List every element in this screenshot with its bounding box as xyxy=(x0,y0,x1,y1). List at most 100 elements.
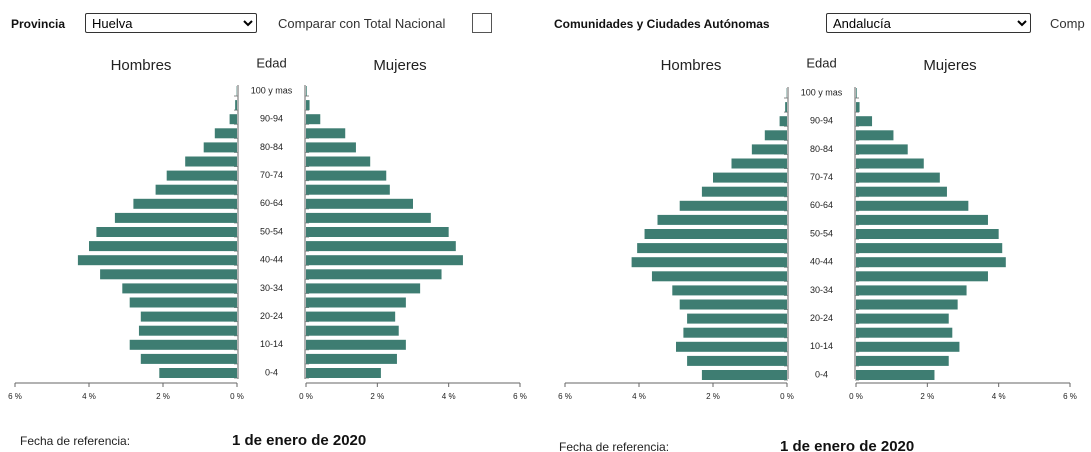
bar xyxy=(856,200,969,211)
age-label: 70-74 xyxy=(260,170,283,180)
bar xyxy=(856,144,908,155)
bar xyxy=(306,170,387,181)
age-label: 40-44 xyxy=(810,257,833,267)
compare-label: Comp xyxy=(1050,16,1085,31)
bar xyxy=(89,241,237,252)
bar xyxy=(856,370,935,380)
age-label: 90-94 xyxy=(810,116,833,126)
bar xyxy=(129,339,237,350)
age-label: 50-54 xyxy=(260,226,283,236)
bar xyxy=(235,100,237,111)
bar xyxy=(306,241,456,252)
age-label: 60-64 xyxy=(810,200,833,210)
bar xyxy=(676,341,787,352)
age-label: 90-94 xyxy=(260,114,283,124)
ref-label: Fecha de referencia: xyxy=(20,434,131,448)
bar xyxy=(129,297,237,308)
bar xyxy=(856,243,1003,254)
age-label: 60-64 xyxy=(260,198,283,208)
bar xyxy=(856,130,894,141)
age-label: 50-54 xyxy=(810,228,833,238)
age-label: 100 y mas xyxy=(251,85,293,95)
series-heading: Hombres xyxy=(111,57,172,74)
bar xyxy=(683,327,787,338)
bar xyxy=(155,184,237,195)
bar xyxy=(306,142,356,153)
age-label: 10-14 xyxy=(810,341,833,351)
bar xyxy=(306,283,421,294)
x-tick-label: 0 % xyxy=(780,392,794,401)
age-label: 20-24 xyxy=(260,311,283,321)
bar xyxy=(856,299,958,310)
bar xyxy=(657,214,787,225)
bar xyxy=(701,186,787,197)
x-tick-label: 2 % xyxy=(370,392,384,401)
series-heading: Mujeres xyxy=(923,57,976,74)
bar xyxy=(306,156,371,167)
x-tick-label: 4 % xyxy=(992,392,1006,401)
bar xyxy=(644,229,787,239)
bar xyxy=(856,271,988,282)
bar xyxy=(856,229,999,239)
bar xyxy=(96,227,238,237)
bar xyxy=(856,313,949,324)
bar xyxy=(140,311,237,322)
bar xyxy=(785,102,787,113)
bar xyxy=(856,186,947,197)
bar xyxy=(306,255,463,266)
bar xyxy=(672,285,787,296)
x-tick-label: 2 % xyxy=(920,392,934,401)
bar xyxy=(77,255,238,266)
region-label: Comunidades y Ciudades Autónomas xyxy=(554,17,770,31)
bar xyxy=(306,184,390,195)
series-heading: Mujeres xyxy=(373,57,426,74)
bar xyxy=(133,198,237,209)
axis-title: Edad xyxy=(256,55,286,70)
age-label: 100 y mas xyxy=(801,87,843,97)
bar xyxy=(214,128,237,139)
bar xyxy=(306,339,406,350)
bar xyxy=(306,311,396,322)
bar xyxy=(306,128,346,139)
bar xyxy=(138,325,237,336)
bar xyxy=(159,368,237,378)
ref-label: Fecha de referencia: xyxy=(559,440,670,452)
bar xyxy=(185,156,237,167)
bar xyxy=(687,355,787,366)
bar xyxy=(306,212,431,223)
bar xyxy=(114,212,237,223)
bar xyxy=(122,283,237,294)
age-label: 0-4 xyxy=(265,367,278,377)
age-label: 20-24 xyxy=(810,313,833,323)
bar xyxy=(306,368,381,378)
bar xyxy=(856,116,873,127)
bar xyxy=(229,114,237,125)
compare-checkbox[interactable] xyxy=(472,13,492,33)
bar xyxy=(306,325,399,336)
province-select[interactable]: Huelva xyxy=(85,13,257,33)
x-tick-label: 4 % xyxy=(82,392,96,401)
age-label: 10-14 xyxy=(260,339,283,349)
region-select[interactable]: Andalucía xyxy=(826,13,1031,33)
bar xyxy=(751,144,787,155)
age-label: 80-84 xyxy=(260,142,283,152)
bar xyxy=(306,114,321,125)
bar xyxy=(306,100,310,111)
ref-date: 1 de enero de 2020 xyxy=(780,438,915,452)
bar xyxy=(140,353,237,364)
age-label: 0-4 xyxy=(815,369,828,379)
bar xyxy=(856,285,967,296)
x-tick-label: 4 % xyxy=(442,392,456,401)
bar xyxy=(637,243,787,254)
series-heading: Hombres xyxy=(661,57,722,74)
bar xyxy=(856,102,860,113)
bar xyxy=(631,257,787,268)
bar xyxy=(701,370,787,380)
bar xyxy=(856,257,1006,268)
compare-label: Comparar con Total Nacional xyxy=(278,16,446,31)
bar xyxy=(687,313,787,324)
x-tick-label: 0 % xyxy=(299,392,313,401)
bar xyxy=(100,269,237,280)
